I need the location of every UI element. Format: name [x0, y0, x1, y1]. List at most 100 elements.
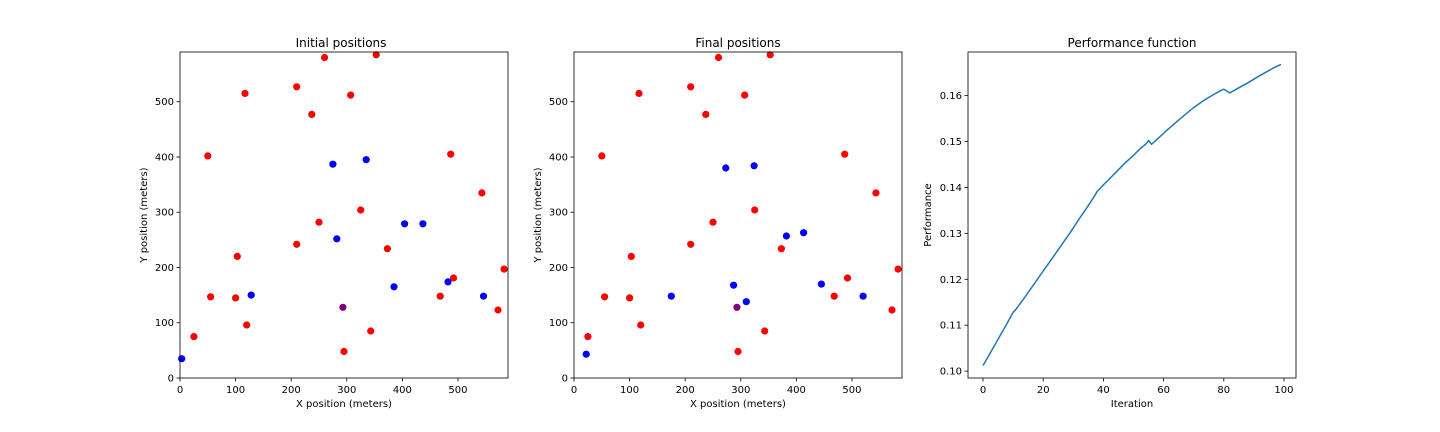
- y-axis-label: Y position (meters): [533, 167, 544, 263]
- scatter-point: [347, 91, 355, 99]
- scatter-point: [320, 53, 329, 62]
- scatter-point: [894, 265, 902, 273]
- plot-frame: [573, 51, 903, 379]
- performance-chart: Performance function 0 20 40 60 80 100 0.100.…: [923, 36, 1297, 410]
- scatter-point: [232, 294, 240, 302]
- chart-title: Initial positions: [296, 36, 387, 50]
- y-tick-label: 300: [549, 208, 568, 219]
- scatter-point: [742, 298, 750, 306]
- y-axis-label: Y position (meters): [139, 167, 150, 263]
- x-tick-label: 0: [177, 385, 183, 396]
- scatter-point: [315, 218, 323, 226]
- series-line: [982, 63, 1282, 366]
- scatter-point: [401, 220, 409, 228]
- y-tick-label: 0.13: [940, 229, 962, 240]
- x-tick-label: 200: [282, 385, 301, 396]
- x-tick-label: 100: [1274, 385, 1293, 396]
- scatter-point: [478, 189, 486, 197]
- x-tick-label: 300: [731, 385, 750, 396]
- scatter-point: [667, 292, 675, 300]
- scatter-point: [444, 278, 452, 286]
- scatter-point: [843, 274, 852, 282]
- chart-title: Performance function: [1068, 36, 1197, 50]
- y-tick-label: 300: [155, 208, 174, 219]
- chart-title: Final positions: [695, 36, 780, 50]
- scatter-point: [830, 292, 838, 300]
- x-tick-label: 500: [448, 385, 467, 396]
- y-ticks: 0 100 200 300 400 500: [155, 97, 180, 385]
- x-ticks: 0 100 200 300 400 500: [177, 378, 468, 396]
- x-tick-label: 300: [337, 385, 356, 396]
- performance-line: [982, 63, 1282, 366]
- scatter-point: [241, 89, 249, 97]
- scatter-point: [247, 291, 255, 299]
- scatter-point: [635, 89, 643, 97]
- scatter-point: [494, 306, 502, 314]
- scatter-point: [734, 347, 742, 356]
- scatter-point: [626, 294, 634, 302]
- y-tick-label: 500: [549, 97, 568, 108]
- scatter-point: [782, 232, 791, 240]
- scatter-point: [308, 110, 316, 118]
- scatter-point: [751, 206, 759, 214]
- y-tick-label: 0: [562, 374, 568, 385]
- scatter-point: [390, 283, 398, 291]
- scatter-point: [582, 350, 590, 358]
- initial-positions-chart: Initial positions 0 100 200 300 400 500 0 100 2…: [139, 36, 509, 410]
- y-tick-label: 400: [155, 152, 174, 163]
- scatter-point: [329, 160, 337, 168]
- x-tick-label: 100: [620, 385, 639, 396]
- scatter-point: [419, 220, 427, 228]
- scatter-point: [750, 162, 758, 170]
- scatter-point: [702, 110, 710, 118]
- scatter-point: [817, 280, 826, 288]
- y-tick-label: 0.14: [940, 183, 962, 194]
- scatter-point: [449, 274, 458, 282]
- scatter-point: [233, 252, 241, 260]
- y-tick-label: 0.16: [940, 91, 962, 102]
- scatter-point: [293, 83, 301, 91]
- x-tick-label: 500: [842, 385, 861, 396]
- y-tick-label: 100: [155, 318, 174, 329]
- scatter-point: [687, 83, 695, 91]
- scatter-point: [204, 152, 212, 160]
- x-tick-label: 400: [787, 385, 806, 396]
- y-tick-label: 200: [549, 263, 568, 274]
- x-tick-label: 80: [1217, 385, 1230, 396]
- scatter-point: [687, 240, 695, 248]
- y-tick-label: 0.11: [940, 321, 962, 332]
- x-axis-label: X position (meters): [690, 399, 786, 410]
- scatter-point: [293, 240, 301, 248]
- scatter-points: [582, 51, 902, 358]
- scatter-point: [339, 303, 347, 311]
- scatter-point: [584, 333, 592, 341]
- y-ticks: 0.10 0.11 0.12 0.13 0.14 0.15 0.16: [940, 91, 968, 378]
- y-tick-label: 0.15: [940, 137, 962, 148]
- scatter-point: [841, 150, 849, 158]
- scatter-point: [500, 265, 508, 273]
- x-axis-label: X position (meters): [296, 399, 392, 410]
- scatter-points: [178, 51, 508, 363]
- scatter-point: [722, 164, 730, 172]
- scatter-point: [362, 156, 370, 164]
- scatter-point: [372, 51, 380, 59]
- scatter-point: [733, 303, 741, 311]
- y-tick-label: 0: [168, 374, 174, 385]
- scatter-point: [207, 293, 215, 301]
- scatter-point: [479, 292, 488, 300]
- scatter-point: [859, 292, 867, 300]
- scatter-point: [709, 218, 717, 226]
- scatter-point: [357, 206, 365, 214]
- plot-frame: [967, 51, 1297, 379]
- scatter-point: [627, 252, 635, 260]
- y-tick-label: 0.10: [940, 367, 962, 378]
- x-tick-label: 400: [393, 385, 412, 396]
- scatter-point: [888, 306, 896, 314]
- scatter-point: [601, 293, 609, 301]
- y-tick-label: 200: [155, 263, 174, 274]
- y-axis-label: Performance: [923, 183, 934, 246]
- y-tick-label: 500: [155, 97, 174, 108]
- scatter-point: [872, 189, 880, 197]
- scatter-point: [190, 333, 198, 341]
